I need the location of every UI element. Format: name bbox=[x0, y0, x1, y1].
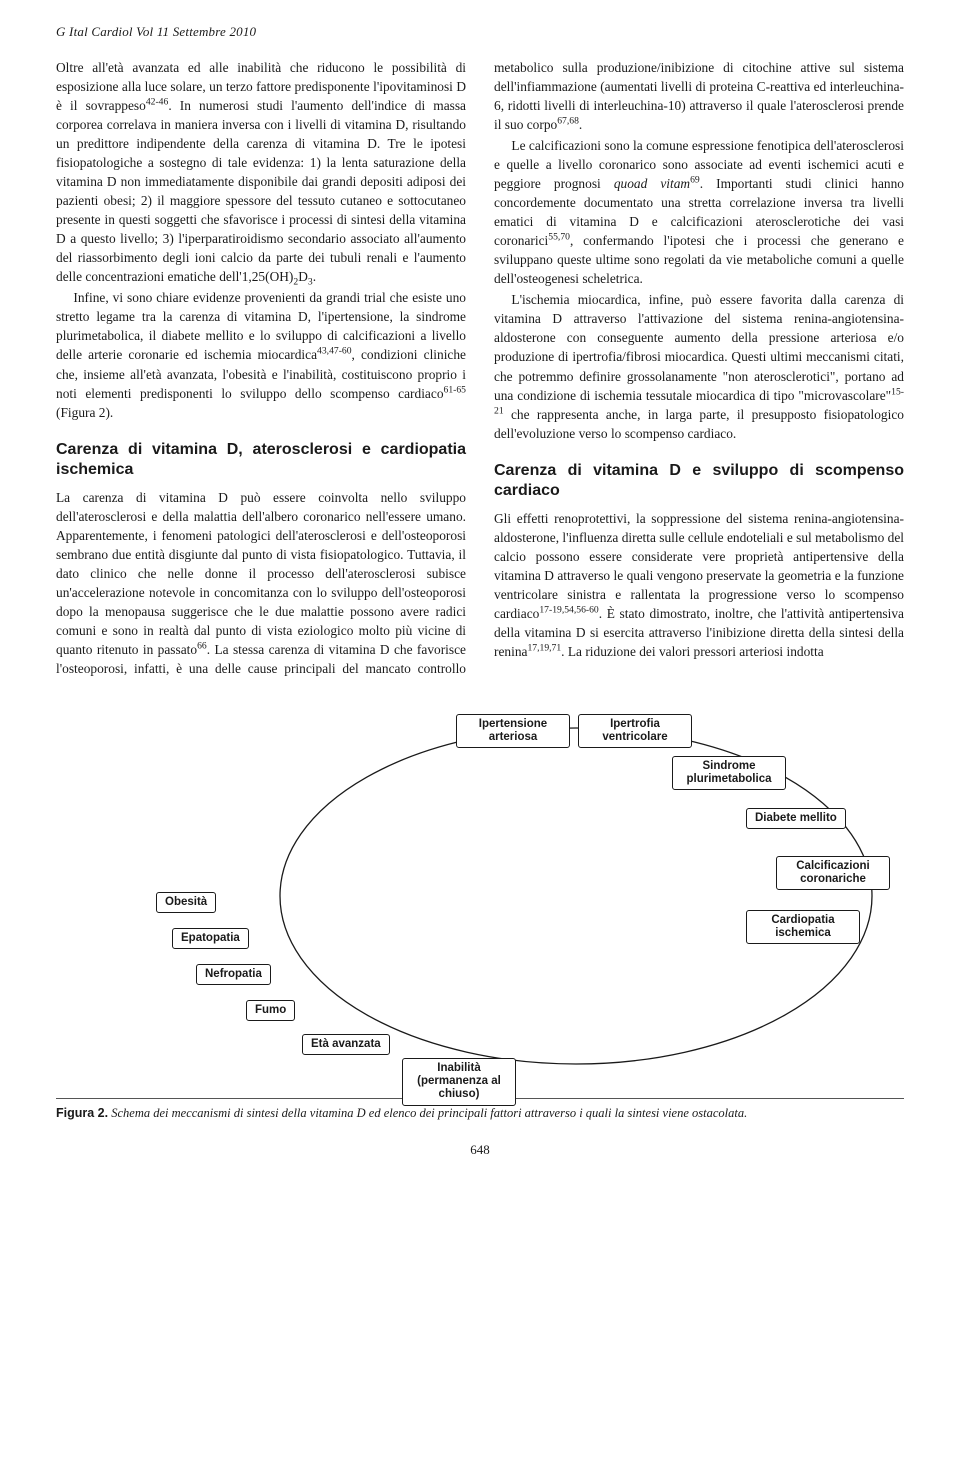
node-diabete: Diabete mellito bbox=[746, 808, 846, 829]
ref: 67,68 bbox=[557, 116, 579, 127]
node-epatopatia: Epatopatia bbox=[172, 928, 249, 949]
section-heading: Carenza di vitamina D, aterosclerosi e c… bbox=[56, 440, 466, 480]
node-fumo: Fumo bbox=[246, 1000, 295, 1021]
section-heading: Carenza di vitamina D e sviluppo di scom… bbox=[494, 461, 904, 501]
ref: 17-19,54,56-60 bbox=[539, 604, 598, 615]
text: (Figura 2). bbox=[56, 405, 113, 420]
node-cardiopatia: Cardiopatiaischemica bbox=[746, 910, 860, 944]
text: L'ischemia miocardica, infine, può esser… bbox=[494, 292, 904, 402]
text: La carenza di vitamina D può essere coin… bbox=[56, 490, 466, 657]
ref: 17,19,71 bbox=[527, 642, 561, 653]
figure-caption-text: Schema dei meccanismi di sintesi della v… bbox=[111, 1106, 747, 1120]
emph: quoad vitam bbox=[614, 176, 690, 191]
body-columns: Oltre all'età avanzata ed alle inabilità… bbox=[56, 58, 904, 678]
node-eta: Età avanzata bbox=[302, 1034, 390, 1055]
text: . In numerosi studi l'aumento dell'indic… bbox=[56, 98, 466, 284]
figure-2: IpertensionearteriosaIpertrofiaventricol… bbox=[56, 706, 904, 1123]
ref: 55,70 bbox=[548, 232, 570, 243]
node-calcificazioni: Calcificazionicoronariche bbox=[776, 856, 890, 890]
ref: 43,47-60 bbox=[317, 346, 352, 357]
node-obesita: Obesità bbox=[156, 892, 216, 913]
node-nefropatia: Nefropatia bbox=[196, 964, 271, 985]
text: che rappresenta anche, in larga parte, i… bbox=[494, 407, 904, 441]
paragraph: Gli effetti renoprotettivi, la soppressi… bbox=[494, 509, 904, 661]
paragraph: Le calcificazioni sono la comune espress… bbox=[494, 136, 904, 288]
node-ipertrofia: Ipertrofiaventricolare bbox=[578, 714, 692, 748]
node-ipertensione: Ipertensionearteriosa bbox=[456, 714, 570, 748]
paragraph: L'ischemia miocardica, infine, può esser… bbox=[494, 290, 904, 442]
ref: 42-46 bbox=[146, 97, 168, 108]
text: . La stessa carenza di vi bbox=[207, 642, 339, 657]
paragraph: Infine, vi sono chiare evidenze provenie… bbox=[56, 288, 466, 421]
figure-label: Figura 2. bbox=[56, 1106, 108, 1120]
ref: 69 bbox=[690, 175, 700, 186]
paragraph: Oltre all'età avanzata ed alle inabilità… bbox=[56, 58, 466, 286]
ref: 66 bbox=[197, 640, 207, 651]
node-sindrome: Sindromeplurimetabolica bbox=[672, 756, 786, 790]
text: . bbox=[579, 117, 582, 132]
page: G Ital Cardiol Vol 11 Settembre 2010 Olt… bbox=[0, 0, 960, 1186]
flowchart: IpertensionearteriosaIpertrofiaventricol… bbox=[56, 706, 904, 1086]
ref: 61-65 bbox=[444, 384, 466, 395]
text: . La riduzione dei valori pressori arter… bbox=[561, 644, 824, 659]
text: D bbox=[298, 269, 308, 284]
running-head: G Ital Cardiol Vol 11 Settembre 2010 bbox=[56, 24, 904, 40]
node-inabilita: Inabilità(permanenza al chiuso) bbox=[402, 1058, 516, 1106]
page-number: 648 bbox=[56, 1142, 904, 1158]
text: . bbox=[313, 269, 316, 284]
